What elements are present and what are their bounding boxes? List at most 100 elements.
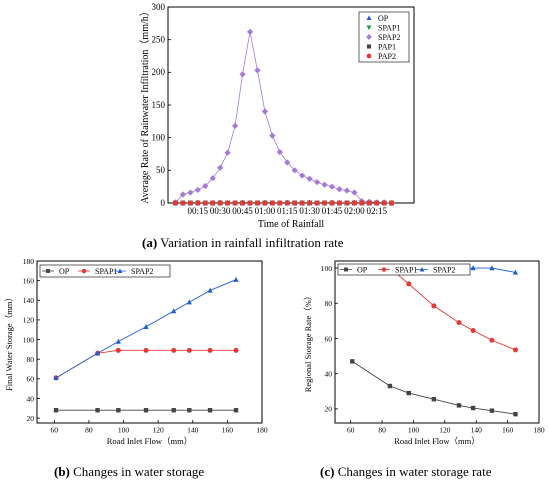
point-spap2: [328, 183, 336, 190]
point-spap2: [276, 148, 283, 156]
point-pap2: [374, 200, 380, 206]
caption-a-text: Variation in rainfall infiltration rate: [157, 235, 344, 250]
point-op: [350, 359, 355, 364]
point-spap2: [115, 338, 121, 344]
x-tick-label: 01:15: [277, 206, 298, 216]
point-spap1: [431, 303, 437, 309]
caption-c-letter: (c): [320, 464, 335, 479]
x-tick-label: 01:00: [255, 206, 276, 216]
point-pap2: [314, 200, 320, 206]
point-pap2: [351, 200, 357, 206]
y-tick-label: 40: [325, 369, 333, 378]
legend-label-op: OP: [357, 265, 368, 274]
point-op: [489, 408, 495, 413]
y-tick-label: 20: [325, 405, 333, 414]
legend-label-spap2: SPAP2: [433, 265, 455, 274]
point-op: [171, 408, 176, 413]
point-pap2: [247, 200, 253, 206]
x-tick-label: 100: [408, 426, 420, 435]
legend-label-op: OP: [378, 14, 389, 23]
point-spap1: [512, 347, 518, 353]
y-axis-label: Final Water Storage（mm）: [4, 293, 14, 391]
point-spap2: [53, 375, 59, 381]
x-tick-label: 02:00: [344, 206, 365, 216]
point-spap2: [171, 308, 177, 314]
point-spap2: [246, 28, 254, 35]
point-spap2: [254, 67, 261, 74]
y-tick-label: 80: [325, 299, 333, 308]
y-tick-label: 100: [152, 132, 166, 142]
chart-water-storage: 20 40 60 80 100 120 140 160 180 60 80 100 120 140 160 1…: [4, 257, 268, 446]
point-spap2: [313, 178, 321, 186]
point-spap2: [207, 287, 213, 293]
point-spap1: [143, 347, 149, 353]
point-op: [233, 408, 239, 413]
y-tick-label: 60: [325, 334, 333, 343]
point-pap2: [321, 200, 328, 206]
series-line-spap1: [352, 267, 516, 351]
point-pap2: [232, 200, 238, 206]
y-tick-label: 150: [152, 100, 166, 110]
y-tick-label: 200: [152, 67, 166, 77]
point-spap2: [187, 189, 194, 196]
x-tick-label: 160: [222, 426, 234, 435]
point-pap2: [344, 200, 350, 206]
legend-label-spap2: SPAP2: [378, 33, 400, 42]
legend-marker-spap2: [117, 268, 123, 273]
point-spap1: [207, 347, 213, 353]
point-op: [143, 408, 149, 413]
point-spap2: [179, 191, 187, 198]
y-tick-label: 20: [27, 414, 35, 423]
point-spap1: [115, 347, 121, 353]
point-spap2: [233, 276, 239, 282]
point-pap2: [262, 200, 268, 206]
point-pap2: [336, 200, 343, 206]
caption-b: (b) Changes in water storage: [54, 464, 204, 480]
point-spap1: [406, 281, 412, 287]
legend-label-spap2: SPAP2: [131, 267, 153, 276]
point-pap2: [389, 200, 395, 206]
x-tick-label: 80: [378, 426, 386, 435]
legend-marker-spap1: [81, 268, 87, 274]
point-spap2: [321, 181, 328, 188]
point-op: [470, 405, 476, 411]
point-pap2: [366, 200, 372, 206]
point-op: [207, 408, 213, 413]
point-spap2: [284, 159, 291, 166]
point-spap2: [351, 189, 358, 196]
point-pap2: [299, 200, 305, 206]
y-tick-label: 40: [27, 394, 35, 403]
point-spap2: [224, 149, 231, 156]
point-pap2: [187, 200, 193, 206]
point-pap2: [381, 200, 387, 206]
y-tick-label: 50: [156, 165, 166, 175]
x-tick-label: 02:15: [366, 206, 387, 216]
legend-marker-spap2: [366, 34, 372, 40]
point-spap2: [343, 187, 351, 194]
y-tick-label: 0: [161, 198, 166, 208]
x-axis-label: Road Inlet Flow（mm）: [394, 436, 479, 446]
caption-b-letter: (b): [54, 464, 70, 479]
point-pap2: [254, 200, 261, 206]
point-spap1: [233, 347, 239, 353]
x-tick-label: 140: [471, 426, 483, 435]
y-tick-label: 100: [23, 335, 35, 344]
x-tick-label: 01:30: [299, 206, 320, 216]
legend-marker-spap1: [366, 25, 372, 31]
point-op: [431, 397, 437, 402]
point-op: [116, 408, 121, 413]
legend-label-op: OP: [59, 267, 70, 276]
point-spap2: [186, 299, 192, 305]
point-pap2: [292, 200, 298, 206]
y-tick-label: 180: [23, 257, 35, 266]
legend-label-spap1: SPAP1: [395, 265, 417, 274]
legend-label-spap1: SPAP1: [95, 267, 117, 276]
caption-b-text: Changes in water storage: [69, 464, 205, 479]
legend-marker-pap1: [366, 44, 372, 49]
point-pap2: [359, 200, 365, 206]
caption-a: (a) Variation in rainfall infiltration r…: [142, 235, 344, 251]
point-pap2: [180, 200, 186, 206]
point-pap2: [307, 200, 313, 206]
point-spap1: [489, 337, 495, 343]
legend-box: [337, 263, 471, 276]
